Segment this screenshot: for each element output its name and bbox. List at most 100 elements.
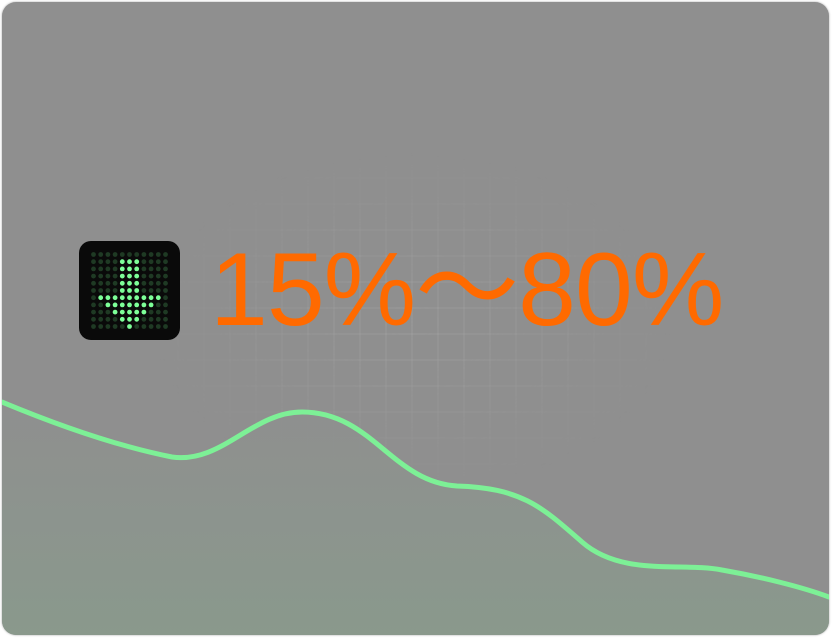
matrix-dot xyxy=(141,266,147,272)
arrow-dot xyxy=(134,288,140,293)
matrix-dot xyxy=(141,273,147,279)
matrix-dot xyxy=(163,266,168,272)
matrix-dot xyxy=(105,309,111,315)
matrix-dot xyxy=(98,266,104,272)
matrix-dot xyxy=(141,280,147,286)
matrix-dot xyxy=(91,266,96,272)
arrow-dot xyxy=(148,295,154,301)
matrix-dot xyxy=(105,252,111,257)
matrix-dot xyxy=(112,280,118,286)
matrix-dot xyxy=(148,252,154,257)
matrix-dot xyxy=(141,259,147,265)
matrix-dot xyxy=(98,302,104,308)
arrow-dot xyxy=(127,295,132,301)
matrix-dot xyxy=(148,309,154,315)
matrix-dot xyxy=(163,295,168,301)
matrix-dot xyxy=(91,302,96,308)
matrix-dot xyxy=(91,324,96,329)
matrix-dot xyxy=(163,324,168,329)
matrix-dot xyxy=(155,259,161,265)
arrow-dot xyxy=(119,288,125,293)
range-headline: 15%～80% xyxy=(210,232,724,348)
matrix-dot xyxy=(105,288,111,293)
matrix-dot xyxy=(98,288,104,293)
matrix-dot xyxy=(141,252,147,257)
matrix-dot xyxy=(105,316,111,322)
arrow-dot xyxy=(127,309,132,315)
matrix-dot xyxy=(112,273,118,279)
arrow-dot xyxy=(134,273,140,279)
arrow-dot xyxy=(134,266,140,272)
trend-line xyxy=(2,399,829,600)
matrix-dot xyxy=(112,324,118,329)
arrow-dot xyxy=(127,259,132,265)
matrix-dot xyxy=(98,324,104,329)
arrow-dot xyxy=(141,295,147,301)
arrow-dot xyxy=(127,266,132,272)
arrow-down-icon xyxy=(79,241,180,340)
matrix-dot xyxy=(105,259,111,265)
matrix-dot xyxy=(119,324,125,329)
matrix-dot xyxy=(155,309,161,315)
arrow-dot xyxy=(155,295,161,301)
matrix-dot xyxy=(163,280,168,286)
arrow-dot xyxy=(134,259,140,265)
trend-area xyxy=(2,402,829,635)
matrix-dot xyxy=(91,288,96,293)
arrow-dot xyxy=(134,280,140,286)
matrix-dot xyxy=(134,252,140,257)
matrix-dot xyxy=(155,252,161,257)
arrow-dot xyxy=(105,302,111,308)
matrix-dot xyxy=(163,259,168,265)
arrow-dot xyxy=(134,295,140,301)
matrix-dot xyxy=(155,302,161,308)
matrix-dot xyxy=(112,266,118,272)
matrix-dot xyxy=(148,280,154,286)
matrix-dot xyxy=(105,266,111,272)
matrix-dot xyxy=(112,252,118,257)
matrix-dot xyxy=(155,280,161,286)
arrow-dot xyxy=(112,302,118,308)
arrow-dot xyxy=(127,288,132,293)
matrix-dot xyxy=(148,316,154,322)
arrow-dot xyxy=(141,309,147,315)
arrow-dot xyxy=(119,309,125,315)
arrow-dot xyxy=(134,316,140,322)
matrix-dot xyxy=(155,324,161,329)
matrix-dot xyxy=(98,259,104,265)
matrix-dot xyxy=(141,288,147,293)
arrow-dot xyxy=(127,316,132,322)
arrow-dot xyxy=(127,280,132,286)
matrix-dot xyxy=(148,324,154,329)
matrix-dot xyxy=(91,273,96,279)
arrow-dot xyxy=(141,302,147,308)
arrow-dot xyxy=(127,324,132,329)
matrix-dot xyxy=(163,288,168,293)
matrix-dot xyxy=(163,309,168,315)
matrix-dot xyxy=(91,309,96,315)
arrow-dot xyxy=(98,295,104,301)
matrix-dot xyxy=(134,324,140,329)
matrix-dot xyxy=(141,316,147,322)
arrow-dot xyxy=(119,280,125,286)
matrix-dot xyxy=(91,280,96,286)
arrow-dot xyxy=(119,295,125,301)
matrix-dot xyxy=(163,316,168,322)
arrow-dot xyxy=(112,295,118,301)
matrix-dot xyxy=(98,273,104,279)
matrix-dot xyxy=(98,252,104,257)
arrow-dot xyxy=(127,302,132,308)
arrow-dot xyxy=(127,273,132,279)
arrow-dot xyxy=(105,295,111,301)
arrow-dot xyxy=(119,259,125,265)
matrix-dot xyxy=(141,324,147,329)
matrix-dot xyxy=(91,316,96,322)
arrow-dot xyxy=(134,302,140,308)
matrix-dot xyxy=(105,324,111,329)
matrix-dot xyxy=(98,280,104,286)
faint-grid xyxy=(151,151,673,492)
matrix-dot xyxy=(119,252,125,257)
arrow-dot xyxy=(119,316,125,322)
matrix-dot xyxy=(155,273,161,279)
